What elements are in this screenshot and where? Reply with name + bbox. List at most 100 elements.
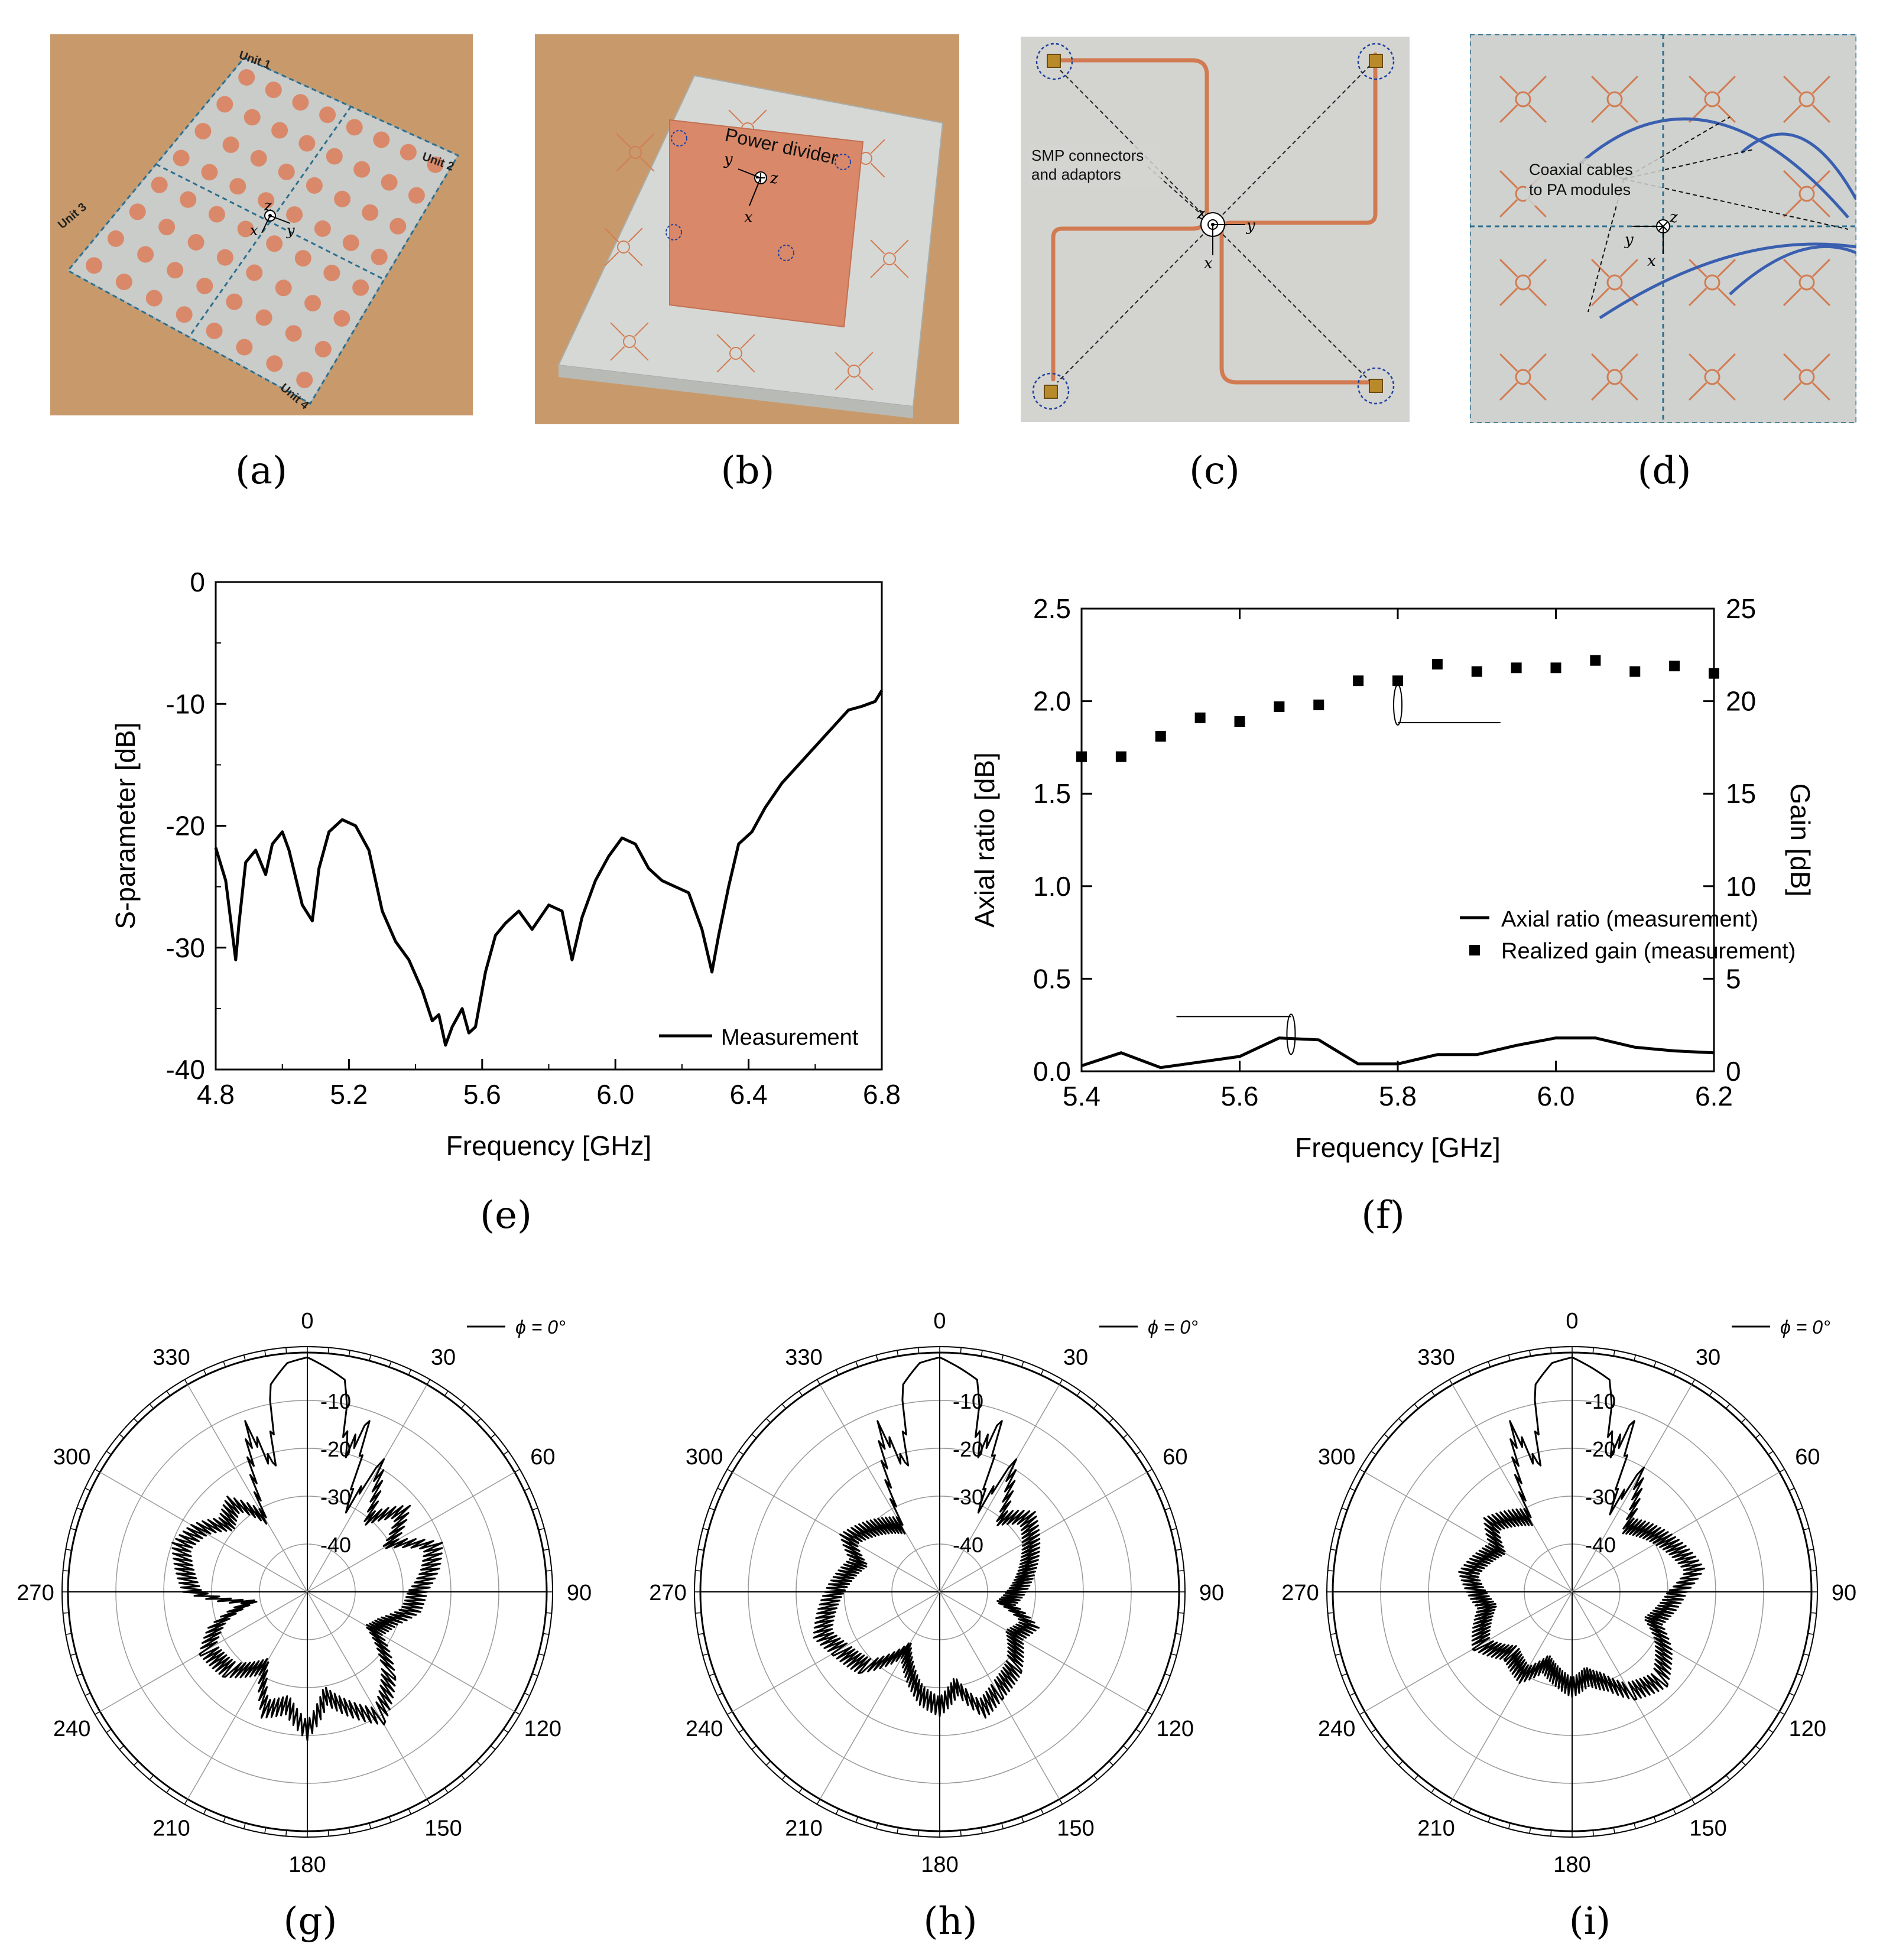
polar-minor-tick bbox=[1371, 1451, 1376, 1455]
gain-point bbox=[1550, 662, 1561, 674]
polar-minor-tick bbox=[1076, 1787, 1081, 1793]
polar-minor-tick bbox=[388, 1816, 392, 1823]
polar-minor-tick bbox=[538, 1527, 545, 1530]
feed-trace bbox=[835, 375, 850, 391]
panel-label-b: (b) bbox=[720, 449, 775, 493]
polar-r-label: -40 bbox=[1585, 1533, 1616, 1557]
polar-spoke bbox=[307, 1471, 515, 1592]
x-tick-label: 6.4 bbox=[730, 1079, 768, 1110]
polar-minor-tick bbox=[1341, 1673, 1348, 1676]
polar-spoke bbox=[307, 1591, 428, 1800]
polar-minor-tick bbox=[1779, 1711, 1785, 1715]
chart-g-polar: 0 30 60 90 120 150 180 210 240 270 300 330 -10 -20 -30… bbox=[0, 1294, 632, 1877]
polar-minor-tick bbox=[203, 1808, 207, 1815]
y-right-tick-label: 20 bbox=[1726, 686, 1756, 717]
polar-angle-label: 240 bbox=[686, 1717, 723, 1741]
patch-element bbox=[196, 278, 213, 294]
y-right-tick-label: 15 bbox=[1726, 778, 1756, 809]
polar-angle-label: 150 bbox=[1689, 1816, 1726, 1841]
polar-minor-tick bbox=[727, 1711, 733, 1715]
polar-angle-label: 270 bbox=[649, 1581, 686, 1605]
feed-trace bbox=[634, 346, 649, 361]
patch-element bbox=[304, 295, 322, 312]
polar-minor-tick bbox=[264, 1350, 267, 1357]
polar-minor-tick bbox=[1164, 1507, 1171, 1511]
photo-b-power-divider: Power divider y z x bbox=[535, 34, 959, 424]
feed-trace bbox=[1499, 76, 1518, 95]
polar-minor-tick bbox=[981, 1827, 983, 1834]
polar-minor-tick bbox=[709, 1673, 715, 1676]
y-axis-label: Axial ratio [dB] bbox=[969, 752, 1000, 928]
polar-minor-tick bbox=[1335, 1653, 1341, 1656]
feed-trace bbox=[1499, 353, 1518, 372]
x-tick-label: 6.2 bbox=[1695, 1081, 1733, 1111]
polar-minor-tick bbox=[1673, 1369, 1677, 1376]
polar-angle-label: 60 bbox=[1163, 1445, 1187, 1470]
y-right-axis-label: Gain [dB] bbox=[1785, 784, 1816, 897]
polar-minor-tick bbox=[981, 1350, 983, 1357]
feed-node bbox=[1606, 369, 1623, 385]
patch-element bbox=[246, 264, 263, 281]
polar-minor-tick bbox=[285, 1347, 287, 1354]
plot-frame bbox=[215, 581, 883, 1071]
x-tick-label: 5.6 bbox=[463, 1079, 501, 1110]
y-tick-label: 2.5 bbox=[1033, 593, 1071, 624]
polar-minor-tick bbox=[1135, 1728, 1141, 1733]
feed-trace bbox=[1717, 259, 1736, 278]
patch-element bbox=[208, 206, 225, 223]
polar-minor-tick bbox=[1653, 1361, 1657, 1367]
axis-x-label: x bbox=[250, 222, 258, 239]
patch-element bbox=[285, 325, 302, 342]
feed-trace bbox=[1783, 259, 1802, 278]
y-axis-label: S-parameter [dB] bbox=[110, 722, 141, 929]
polar-minor-tick bbox=[1634, 1354, 1637, 1361]
patch-element bbox=[275, 279, 292, 297]
polar-minor-tick bbox=[285, 1830, 287, 1837]
feed-trace bbox=[1499, 259, 1518, 278]
polar-minor-tick bbox=[134, 1418, 139, 1423]
feed-trace bbox=[1783, 104, 1802, 123]
feed-node bbox=[1798, 369, 1815, 385]
patch-element bbox=[333, 310, 350, 327]
polar-minor-tick bbox=[1755, 1434, 1761, 1439]
polar-minor-tick bbox=[1001, 1354, 1004, 1361]
polar-minor-tick bbox=[835, 1369, 839, 1376]
polar-minor-tick bbox=[918, 1830, 920, 1837]
polar-angle-label: 120 bbox=[524, 1717, 561, 1741]
gain-point bbox=[1076, 751, 1087, 762]
legend-label: Measurement bbox=[721, 1025, 859, 1050]
feed-node bbox=[1606, 274, 1623, 291]
x-tick-label: 5.8 bbox=[1379, 1081, 1417, 1111]
polar-minor-tick bbox=[243, 1354, 246, 1361]
feed-trace bbox=[610, 322, 625, 337]
polar-angle-label: 210 bbox=[1417, 1816, 1455, 1841]
polar-minor-tick bbox=[1335, 1527, 1341, 1530]
polar-minor-tick bbox=[106, 1451, 112, 1455]
feed-trace bbox=[1717, 287, 1736, 306]
photo-a-canvas: Unit 1 Unit 2 Unit 3 Unit 4 z x y bbox=[50, 34, 473, 415]
polar-spoke bbox=[307, 1591, 515, 1712]
patch-element bbox=[334, 190, 351, 207]
feed-trace bbox=[1811, 353, 1830, 372]
patch-element bbox=[115, 274, 132, 290]
polar-minor-tick bbox=[369, 1354, 372, 1361]
patch-element bbox=[362, 204, 379, 221]
axis-y-label-c: y bbox=[1246, 217, 1255, 235]
polar-spoke bbox=[939, 1384, 1060, 1592]
polar-minor-tick bbox=[875, 1823, 878, 1829]
x-tick-label: 5.4 bbox=[1063, 1081, 1100, 1111]
polar-minor-tick bbox=[1349, 1487, 1356, 1491]
patch-element bbox=[346, 119, 363, 136]
feed-node bbox=[1704, 91, 1720, 108]
radiation-pattern-line bbox=[171, 1356, 443, 1741]
feed-trace bbox=[616, 157, 631, 172]
polar-minor-tick bbox=[166, 1390, 171, 1396]
feed-trace bbox=[1619, 287, 1638, 306]
polar-minor-tick bbox=[1803, 1527, 1810, 1530]
polar-minor-tick bbox=[816, 1799, 821, 1805]
feed-trace bbox=[1783, 170, 1802, 189]
polar-spoke bbox=[307, 1384, 428, 1592]
feed-trace bbox=[1783, 382, 1802, 401]
patch-element bbox=[151, 176, 168, 193]
gain-axis-indicator bbox=[1393, 684, 1402, 726]
